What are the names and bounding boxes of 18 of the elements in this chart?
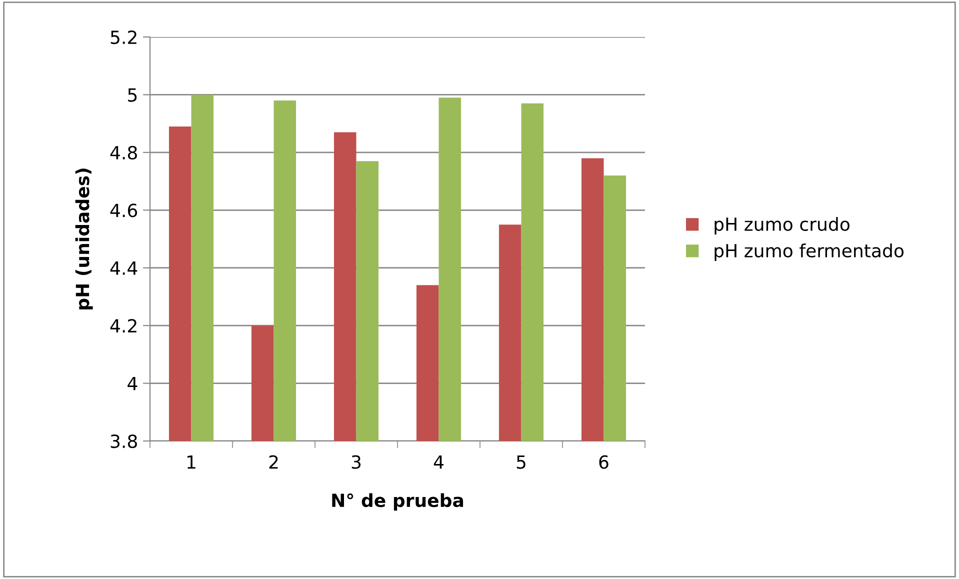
x-tick-label: 1: [187, 455, 196, 469]
x-tick-label: 5: [516, 455, 526, 469]
y-tick-label: 4.2: [110, 319, 136, 332]
x-tick-label: 6: [599, 455, 608, 469]
x-tick-label: 3: [352, 455, 361, 469]
y-tick-label: 4.4: [110, 262, 138, 275]
x-axis-title: N° de prueba: [332, 493, 464, 511]
legend-label: pH zumo fermentado: [714, 244, 904, 261]
y-tick-label: 4: [128, 376, 138, 390]
y-tick-label: 5.2: [110, 30, 136, 44]
y-tick-label: 4.6: [110, 204, 138, 218]
y-tick-label: 4.8: [110, 146, 137, 160]
y-tick-label: 5: [128, 88, 137, 102]
y-tick-label: 3.8: [110, 434, 137, 448]
y-axis-title: pH (unidades): [75, 168, 93, 310]
legend-label: pH zumo crudo: [714, 217, 850, 234]
x-tick-label: 4: [434, 455, 444, 469]
x-tick-label: 2: [269, 455, 278, 469]
